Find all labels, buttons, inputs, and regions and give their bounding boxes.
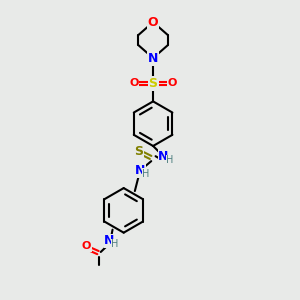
Text: S: S bbox=[134, 145, 143, 158]
Text: N: N bbox=[158, 150, 169, 163]
Text: H: H bbox=[142, 169, 149, 178]
Text: H: H bbox=[166, 155, 173, 165]
Text: O: O bbox=[148, 16, 158, 28]
Text: O: O bbox=[168, 78, 177, 88]
Text: O: O bbox=[82, 242, 91, 251]
Text: H: H bbox=[111, 239, 119, 249]
Text: S: S bbox=[148, 77, 158, 90]
Text: O: O bbox=[129, 78, 139, 88]
Text: N: N bbox=[135, 164, 145, 177]
Text: N: N bbox=[148, 52, 158, 64]
Text: N: N bbox=[104, 234, 115, 247]
